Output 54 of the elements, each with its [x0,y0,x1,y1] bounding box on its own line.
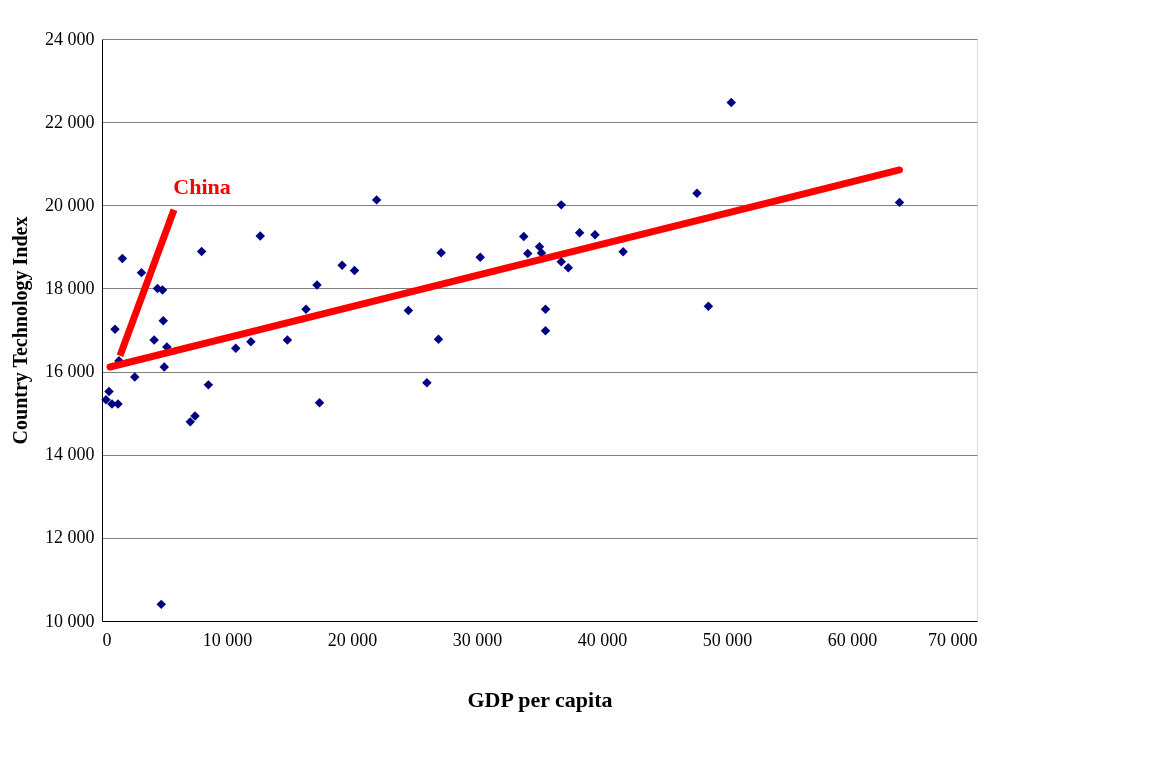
y-tick-label: 22 000 [45,111,95,132]
point [314,398,325,408]
x-tick-label: 40 000 [577,629,628,650]
x-axis-title: GDP per capita [467,686,613,712]
point [196,246,207,257]
point [540,326,551,336]
x-tick-label: 60 000 [827,629,878,650]
point [185,417,195,427]
point [523,248,533,259]
x-tick-label: 20 000 [327,629,378,650]
point [475,252,485,262]
point [203,380,214,390]
point [894,197,905,208]
point [159,362,169,372]
x-tick-label: 50 000 [702,629,753,650]
point [556,257,566,267]
point [246,336,256,347]
x-tick-label: 70 000 [928,629,978,650]
y-tick-label: 18 000 [45,277,95,298]
x-tick-label: 10 000 [202,629,253,650]
point [703,301,714,312]
point [726,97,736,108]
point [618,247,628,257]
y-tick-label: 20 000 [45,194,95,215]
point [231,343,241,354]
point [433,334,444,344]
point [130,372,140,382]
y-tick-label: 24 000 [45,28,95,49]
point [349,265,360,276]
x-tick-label: 30 000 [452,629,503,650]
point [574,227,585,238]
point [422,378,432,388]
point [156,599,166,610]
point [117,253,128,264]
point [104,386,114,397]
point [158,316,168,326]
point [519,231,529,242]
point [136,267,147,278]
point [255,231,265,241]
point [337,260,347,270]
y-tick-label: 12 000 [45,527,95,548]
y-tick-label: 14 000 [45,444,95,465]
y-tick-label: 16 000 [45,361,95,382]
point [282,335,293,345]
x-tick-label: 0 [102,629,112,650]
point [403,305,414,316]
point [563,262,573,273]
y-axis-title: Country Technology Index [9,216,32,445]
point [540,304,551,314]
point [371,195,382,205]
y-tick-label: 10 000 [45,610,95,631]
point [556,200,566,210]
annotation: China [173,173,231,199]
point [436,247,446,258]
